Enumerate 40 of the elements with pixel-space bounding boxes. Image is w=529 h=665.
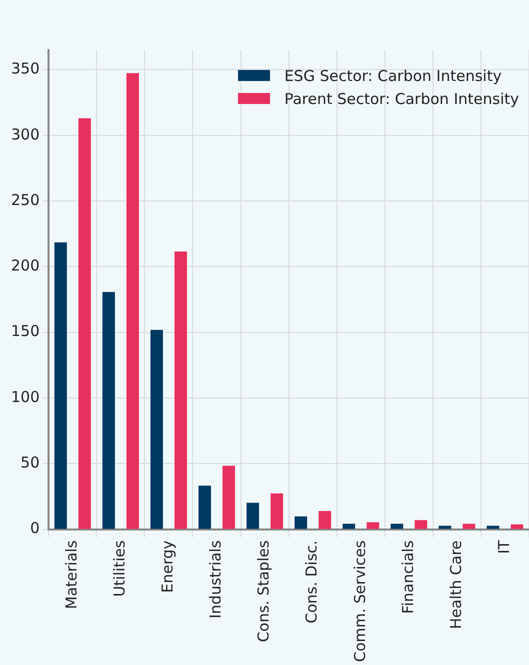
- x-tick-label: Utilities: [110, 540, 129, 597]
- bar: [342, 524, 356, 529]
- y-tick-label: 150: [10, 322, 40, 340]
- bar: [54, 242, 67, 529]
- y-tick-label: 350: [10, 60, 40, 78]
- x-tick-label: IT: [494, 540, 513, 554]
- bar: [78, 118, 91, 529]
- x-tick-label: Materials: [62, 540, 81, 610]
- bar: [294, 516, 308, 529]
- bar: [438, 526, 452, 529]
- x-tick-label: Health Care: [446, 540, 465, 630]
- y-tick-label: 50: [20, 454, 40, 472]
- bar: [222, 466, 236, 529]
- y-tick-label: 300: [10, 125, 40, 144]
- y-tick-label: 100: [10, 388, 40, 406]
- legend-label: Parent Sector: Carbon Intensity: [284, 90, 519, 108]
- legend-label: ESG Sector: Carbon Intensity: [284, 66, 502, 84]
- x-tick-label: Financials: [398, 540, 417, 614]
- y-tick-label: 250: [10, 190, 40, 209]
- bar: [414, 520, 428, 529]
- bar: [270, 493, 284, 529]
- bar: [102, 292, 115, 529]
- bar: [462, 524, 476, 529]
- x-tick-label: Cons. Staples: [254, 540, 273, 642]
- bar: [126, 73, 139, 529]
- x-tick-label: Comm. Services: [350, 540, 369, 662]
- bar: [198, 486, 211, 529]
- bar: [486, 526, 500, 529]
- bar: [510, 524, 524, 529]
- bar: [246, 502, 260, 529]
- bar: [390, 524, 404, 529]
- bar: [366, 522, 380, 529]
- x-tick-label: Energy: [158, 540, 177, 593]
- bar: [318, 510, 332, 529]
- bar: [174, 251, 187, 529]
- x-tick-label: Industrials: [206, 540, 225, 619]
- bar: [150, 330, 163, 529]
- y-tick-label: 0: [30, 519, 40, 538]
- x-tick-label: Cons. Disc.: [302, 540, 321, 624]
- y-tick-label: 200: [10, 256, 40, 275]
